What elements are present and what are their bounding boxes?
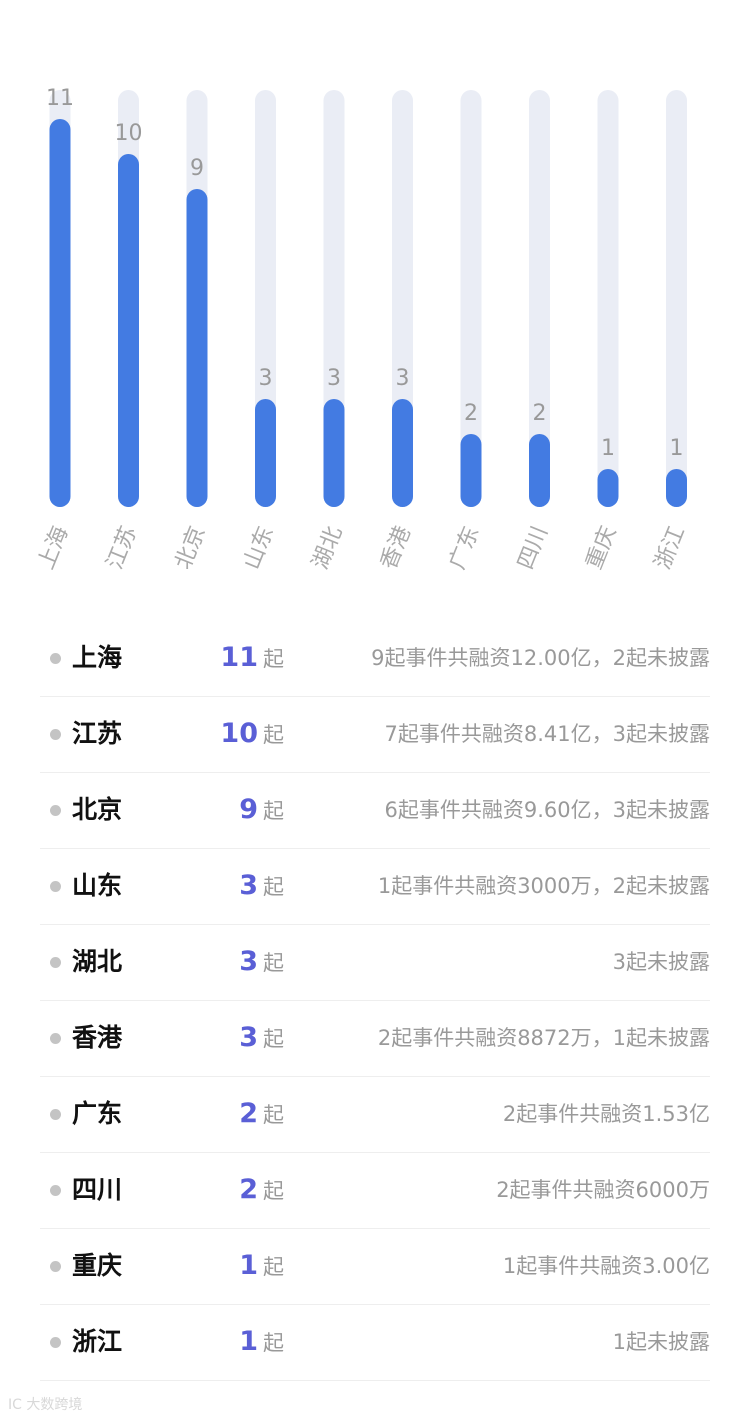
financing-detail: 2起事件共融资8872万，1起未披露: [377, 1026, 710, 1050]
count-unit: 起: [263, 951, 284, 975]
region-name: 香港: [72, 1023, 123, 1052]
count-unit: 起: [263, 647, 284, 671]
bar: [529, 434, 550, 507]
list-item: 浙江 1 起 1起未披露: [40, 1305, 710, 1381]
bar-track: [460, 90, 482, 507]
event-count: 1: [239, 1250, 258, 1281]
list-item: 四川 2 起 2起事件共融资6000万: [40, 1153, 710, 1229]
financing-detail: 1起事件共融资3000万，2起未披露: [377, 874, 710, 898]
count-unit: 起: [263, 799, 284, 823]
bullet-dot: [50, 881, 61, 892]
bar-value-label: 2: [464, 401, 478, 426]
event-count: 3: [239, 1022, 258, 1053]
list-item: 重庆 1 起 1起事件共融资3.00亿: [40, 1229, 710, 1305]
bar: [255, 399, 276, 507]
bar-value-label: 3: [259, 366, 273, 391]
bullet-dot: [50, 729, 61, 740]
count-unit: 起: [263, 723, 284, 747]
event-count: 9: [239, 794, 258, 825]
category-label: 北京: [171, 523, 211, 573]
bar: [460, 434, 482, 507]
count-unit: 起: [263, 1027, 284, 1051]
region-name: 上海: [72, 643, 123, 672]
region-name: 四川: [72, 1175, 123, 1204]
list-item: 山东 3 起 1起事件共融资3000万，2起未披露: [40, 849, 710, 925]
bar-value-label: 1: [670, 436, 684, 461]
financing-detail: 1起未披露: [612, 1330, 710, 1354]
bullet-dot: [50, 805, 61, 816]
financing-detail: 7起事件共融资8.41亿，3起未披露: [384, 722, 710, 746]
region-list: 上海 11 起 9起事件共融资12.00亿，2起未披露 江苏 10 起 7起事件共融资8.41…: [40, 621, 710, 1381]
bar-track: [666, 90, 687, 507]
bullet-dot: [50, 957, 61, 968]
bullet-dot: [50, 1033, 61, 1044]
bullet-dot: [50, 1261, 61, 1272]
event-count: 1: [239, 1326, 258, 1357]
financing-detail: 1起事件共融资3.00亿: [502, 1254, 710, 1278]
list-item: 香港 3 起 2起事件共融资8872万，1起未披露: [40, 1001, 710, 1077]
event-count: 2: [239, 1174, 258, 1205]
watermark-logo: IC 大数跨境: [8, 1397, 83, 1413]
region-name: 浙江: [72, 1327, 123, 1356]
bullet-dot: [50, 1185, 61, 1196]
bar-value-label: 1: [601, 436, 615, 461]
count-unit: 起: [263, 1179, 284, 1203]
category-label: 重庆: [582, 523, 622, 573]
bar: [323, 399, 345, 507]
event-count: 3: [239, 946, 258, 977]
category-label: 浙江: [650, 523, 690, 573]
bar: [49, 119, 71, 507]
bar: [666, 469, 687, 507]
count-unit: 起: [263, 875, 284, 899]
count-unit: 起: [263, 1255, 284, 1279]
bar-value-label: 3: [327, 366, 341, 391]
bullet-dot: [50, 653, 61, 664]
category-label: 香港: [376, 523, 416, 573]
list-item: 江苏 10 起 7起事件共融资8.41亿，3起未披露: [40, 697, 710, 773]
list-item: 上海 11 起 9起事件共融资12.00亿，2起未披露: [40, 621, 710, 697]
financing-detail: 2起事件共融资1.53亿: [502, 1102, 710, 1126]
list-item: 湖北 3 起 3起未披露: [40, 925, 710, 1001]
financing-detail: 9起事件共融资12.00亿，2起未披露: [371, 646, 710, 670]
category-label: 广东: [445, 523, 485, 573]
event-count: 10: [220, 718, 258, 749]
financing-detail: 2起事件共融资6000万: [496, 1178, 710, 1202]
region-name: 广东: [72, 1099, 123, 1128]
bar: [186, 189, 208, 507]
category-label: 四川: [513, 523, 553, 573]
bar: [118, 154, 139, 507]
bullet-dot: [50, 1337, 61, 1348]
financing-detail: 3起未披露: [612, 950, 710, 974]
bar-value-label: 11: [46, 86, 74, 111]
category-label: 江苏: [102, 523, 142, 573]
bar-value-label: 10: [115, 121, 143, 146]
category-label: 上海: [34, 523, 74, 573]
count-unit: 起: [263, 1103, 284, 1127]
financing-detail: 6起事件共融资9.60亿，3起未披露: [384, 798, 710, 822]
event-count: 3: [239, 870, 258, 901]
category-label: 湖北: [308, 523, 348, 573]
region-name: 湖北: [72, 947, 123, 976]
bar-value-label: 3: [396, 366, 410, 391]
list-item: 北京 9 起 6起事件共融资9.60亿，3起未披露: [40, 773, 710, 849]
region-name: 重庆: [72, 1251, 123, 1280]
count-unit: 起: [263, 1331, 284, 1355]
bar-chart: 11 上海 10 江苏 9 北京 3 山东 3 湖北 3 香港 2 广东 2 四川 1 重庆 1 浙江: [34, 86, 690, 573]
bar: [597, 469, 619, 507]
region-name: 江苏: [72, 719, 123, 748]
event-count: 11: [220, 642, 258, 673]
region-name: 山东: [72, 871, 123, 900]
bar-track: [529, 90, 550, 507]
bar: [392, 399, 413, 507]
region-name: 北京: [72, 795, 123, 824]
bar-value-label: 2: [533, 401, 547, 426]
bar-value-label: 9: [190, 156, 204, 181]
bar-track: [597, 90, 619, 507]
list-item: 广东 2 起 2起事件共融资1.53亿: [40, 1077, 710, 1153]
bullet-dot: [50, 1109, 61, 1120]
event-count: 2: [239, 1098, 258, 1129]
category-label: 山东: [239, 523, 279, 573]
